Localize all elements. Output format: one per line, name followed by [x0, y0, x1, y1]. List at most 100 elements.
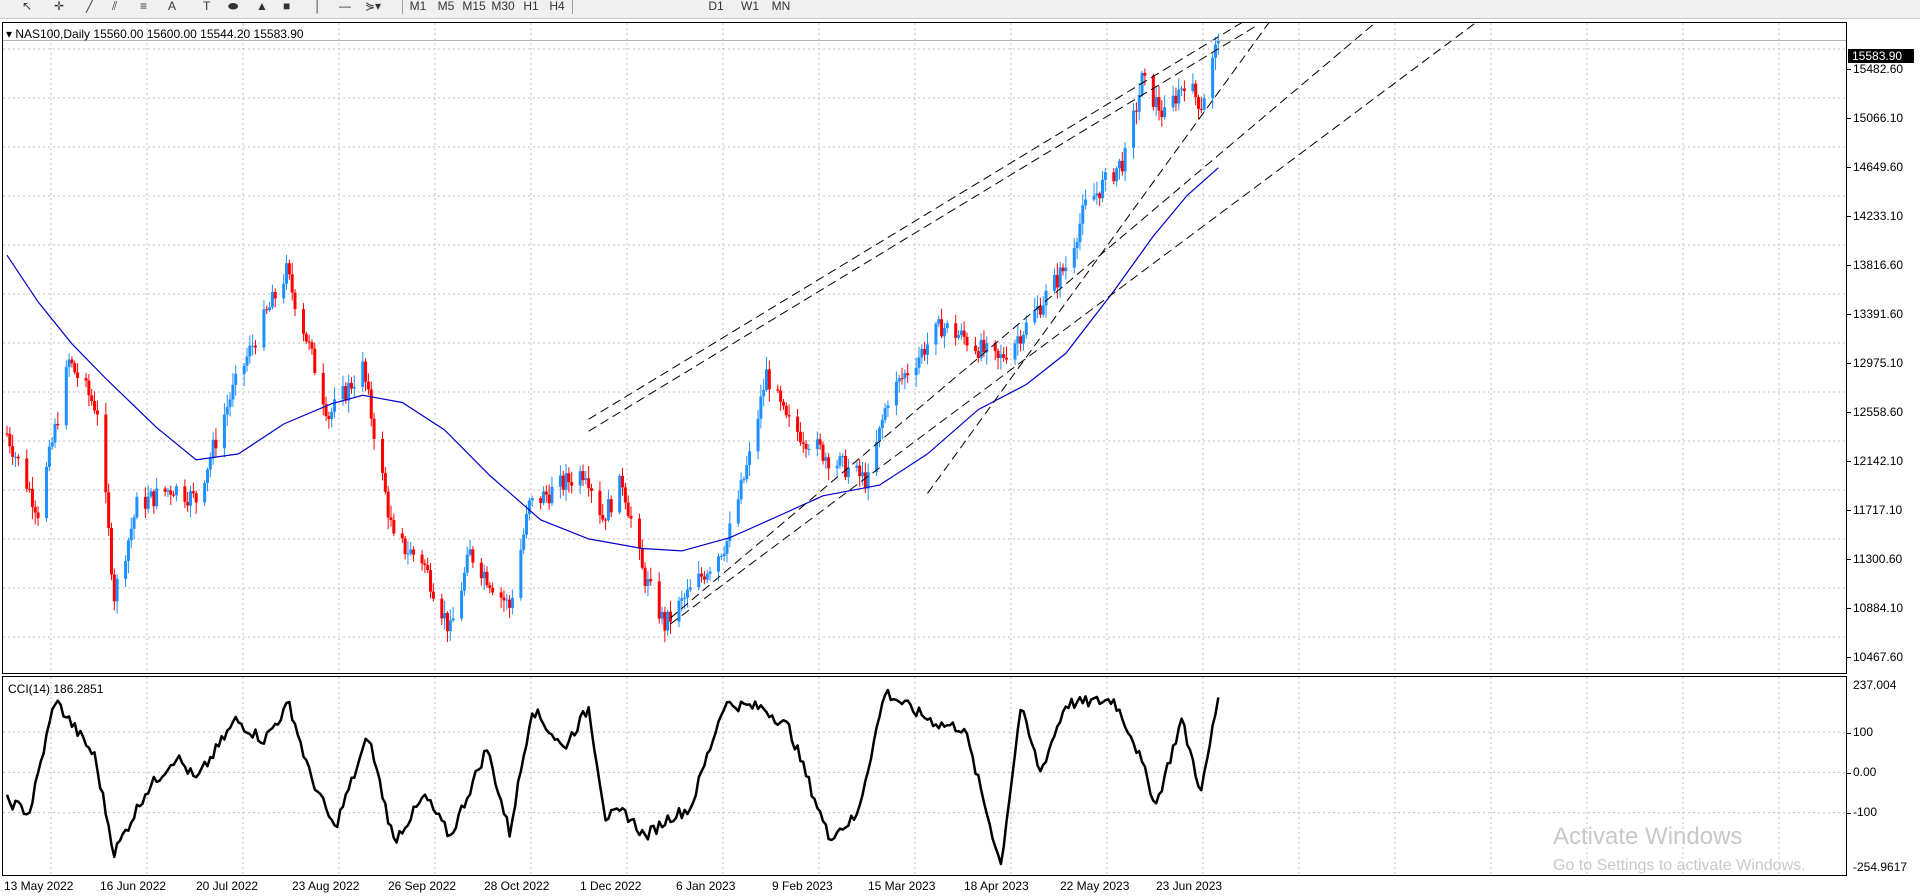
- bull-candle: [361, 361, 365, 388]
- timeframe-h4-button[interactable]: H4: [549, 0, 565, 13]
- bear-candle: [587, 478, 591, 489]
- bull-candle: [683, 597, 687, 599]
- price-axis[interactable]: 15482.60 15066.10 14649.60 14233.10 1381…: [1847, 22, 1920, 674]
- bear-candle: [976, 351, 980, 359]
- cci-indicator-panel[interactable]: [2, 676, 1847, 876]
- bull-candle: [880, 419, 884, 429]
- bull-candle: [959, 330, 963, 336]
- cci-axis-label: -254.9617: [1853, 860, 1908, 874]
- bull-candle: [1191, 83, 1195, 91]
- date-axis[interactable]: 13 May 2022 16 Jun 2022 20 Jul 2022 23 A…: [0, 876, 1847, 896]
- bull-candle: [1033, 309, 1037, 323]
- bear-candle: [313, 348, 317, 373]
- bull-candle: [748, 451, 752, 466]
- bull-candle: [841, 455, 845, 457]
- triangle-icon[interactable]: ▲: [256, 0, 268, 13]
- timeframe-m1-button[interactable]: M1: [409, 0, 427, 13]
- bear-candle: [431, 591, 435, 599]
- bear-candle: [544, 491, 548, 495]
- bear-candle: [1182, 88, 1186, 91]
- bull-candle: [1163, 107, 1167, 118]
- bull-candle: [465, 554, 469, 573]
- bull-candle: [685, 589, 689, 598]
- timeframe-h1-button[interactable]: H1: [523, 0, 539, 13]
- bear-candle: [290, 274, 294, 293]
- cci-line: [5, 688, 1220, 866]
- price-tick: [1847, 265, 1851, 266]
- bull-candle: [285, 263, 289, 284]
- bull-candle: [124, 560, 128, 579]
- bear-candle: [172, 494, 176, 496]
- price-tick: [1847, 314, 1851, 315]
- bear-candle: [183, 486, 187, 502]
- bull-candle: [510, 597, 514, 608]
- date-axis-label: 20 Jul 2022: [196, 879, 259, 893]
- bull-candle: [527, 500, 531, 514]
- horizontal-line-icon[interactable]: —: [339, 0, 351, 13]
- bull-candle: [677, 600, 681, 622]
- vertical-line-icon[interactable]: │: [314, 0, 322, 13]
- bull-candle: [341, 386, 345, 400]
- crosshair-icon[interactable]: ✛: [54, 0, 65, 13]
- price-chart-panel[interactable]: [2, 22, 1847, 674]
- cursor-arrow-icon[interactable]: ↖: [22, 0, 33, 13]
- cci-axis[interactable]: 237.004 100 0.00 -100 -254.9617: [1847, 676, 1920, 876]
- bull-candle: [917, 357, 921, 368]
- fibonacci-icon[interactable]: ≡: [140, 0, 148, 13]
- equidistant-channel-icon[interactable]: ⫽: [112, 0, 118, 13]
- bear-candle: [657, 581, 661, 619]
- bear-candle: [906, 373, 910, 376]
- price-tick: [1847, 69, 1851, 70]
- bear-candle: [488, 585, 492, 588]
- bull-candle: [135, 496, 139, 518]
- moving-average-line: [6, 167, 1219, 552]
- bull-candle: [155, 488, 159, 507]
- timeframe-m15-button[interactable]: M15: [462, 0, 486, 13]
- watermark-title: Activate Windows: [1553, 823, 1743, 850]
- bull-candle: [1021, 334, 1025, 344]
- rectangle-icon[interactable]: ■: [283, 0, 291, 13]
- bull-candle: [1115, 168, 1119, 182]
- shapes-dropdown-icon[interactable]: ⋟▾: [365, 0, 382, 13]
- bull-candle: [352, 387, 356, 389]
- date-axis-label: 6 Jan 2023: [676, 879, 736, 893]
- bull-candle: [67, 359, 71, 368]
- bull-candle: [189, 491, 193, 506]
- cci-chart[interactable]: [3, 677, 1846, 875]
- price-axis-label: 10884.10: [1853, 601, 1904, 615]
- bull-candle: [146, 496, 150, 509]
- bear-candle: [381, 438, 385, 473]
- price-tick: [1847, 216, 1851, 217]
- bear-candle: [93, 401, 97, 411]
- bear-candle: [429, 570, 433, 592]
- timeframe-w1-button[interactable]: W1: [741, 0, 759, 13]
- bear-candle: [440, 598, 444, 619]
- text-tool-icon[interactable]: A: [168, 0, 177, 13]
- bull-candle: [211, 439, 215, 459]
- bull-candle: [1095, 193, 1099, 196]
- price-chart[interactable]: [3, 23, 1846, 673]
- bull-candle: [149, 491, 153, 497]
- bear-candle: [5, 433, 9, 435]
- bear-candle: [827, 457, 831, 469]
- timeframe-m30-button[interactable]: M30: [491, 0, 515, 13]
- bear-candle: [1134, 110, 1138, 112]
- date-axis-label: 23 Jun 2023: [1156, 879, 1223, 893]
- bear-candle: [163, 488, 167, 492]
- trend-line: [588, 23, 1243, 420]
- ellipse-icon[interactable]: ⬬: [228, 0, 239, 13]
- bull-candle: [725, 541, 729, 554]
- bear-candle: [28, 488, 32, 490]
- bull-candle: [251, 345, 255, 347]
- bear-candle: [621, 475, 625, 488]
- text-label-icon[interactable]: T: [203, 0, 211, 13]
- date-axis-label: 28 Oct 2022: [484, 879, 550, 893]
- toolbar-separator: [572, 0, 573, 14]
- bear-candle: [16, 456, 20, 459]
- timeframe-m5-button[interactable]: M5: [437, 0, 455, 13]
- bear-candle: [598, 490, 602, 516]
- timeframe-d1-button[interactable]: D1: [708, 0, 724, 13]
- bull-candle: [957, 335, 961, 338]
- trendline-icon[interactable]: ╱: [86, 0, 94, 13]
- timeframe-mn-button[interactable]: MN: [771, 0, 791, 13]
